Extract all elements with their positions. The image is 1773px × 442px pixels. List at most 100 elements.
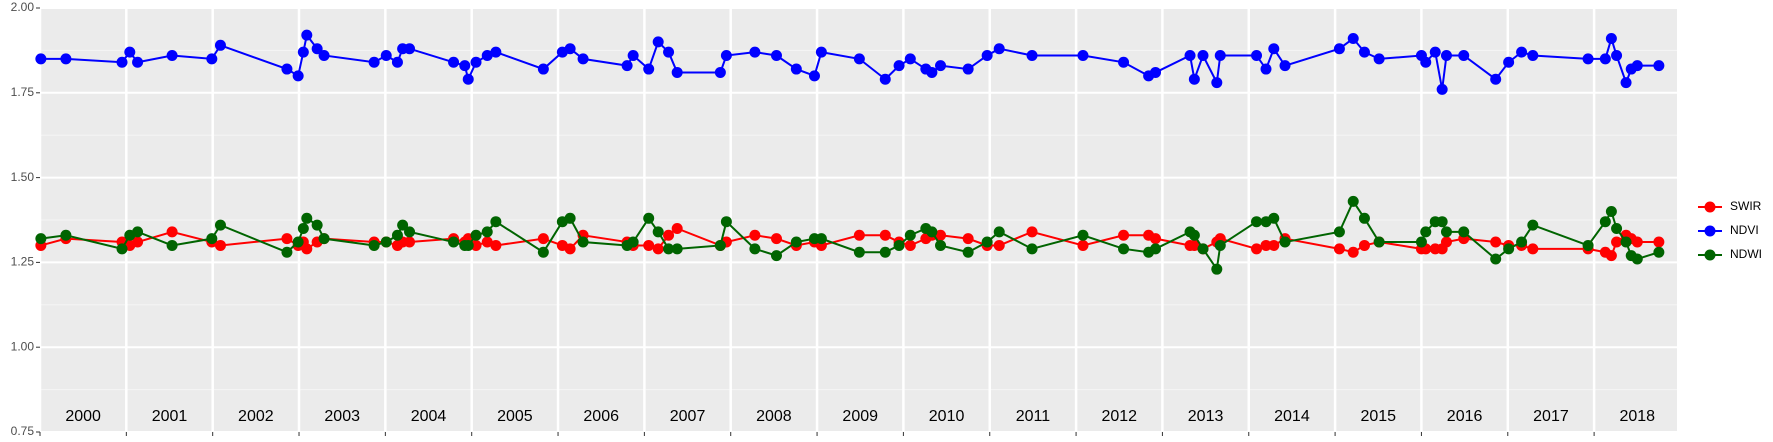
data-point (926, 66, 938, 78)
data-point (206, 233, 218, 245)
x-tick-label: 2018 (1619, 408, 1655, 425)
data-point (459, 60, 471, 72)
data-point (391, 56, 403, 68)
data-point (1214, 49, 1226, 61)
data-point (643, 239, 655, 251)
data-point (132, 56, 144, 68)
data-point (380, 49, 392, 61)
x-tick-label: 2004 (411, 408, 447, 425)
data-point (627, 49, 639, 61)
data-point (1611, 49, 1623, 61)
data-point (621, 60, 633, 72)
data-point (790, 63, 802, 75)
data-point (1582, 239, 1594, 251)
data-point (1440, 49, 1452, 61)
data-point (879, 229, 891, 241)
data-point (1503, 56, 1515, 68)
data-point (281, 246, 293, 258)
data-point (720, 49, 732, 61)
data-point (1077, 49, 1089, 61)
data-point (1527, 243, 1539, 255)
data-point (935, 239, 947, 251)
data-point (663, 46, 675, 58)
data-point (720, 216, 732, 228)
legend-label: SWIR (1730, 199, 1762, 213)
data-point (1268, 212, 1280, 224)
data-point (214, 39, 226, 51)
data-point (1333, 43, 1345, 55)
data-point (1605, 250, 1617, 262)
legend-marker (1704, 201, 1716, 213)
data-point (962, 233, 974, 245)
x-tick-label: 2006 (583, 408, 619, 425)
data-point (1188, 239, 1200, 251)
legend-marker (1704, 249, 1716, 261)
x-tick-label: 2002 (238, 408, 274, 425)
data-point (1150, 233, 1162, 245)
x-tick-label: 2003 (324, 408, 360, 425)
data-point (462, 239, 474, 251)
data-point (790, 236, 802, 248)
data-point (490, 216, 502, 228)
data-point (993, 239, 1005, 251)
data-point (1599, 53, 1611, 65)
data-point (311, 43, 323, 55)
data-point (1373, 236, 1385, 248)
y-tick-label: 1.50 (11, 170, 35, 184)
data-point (1150, 243, 1162, 255)
data-point (470, 229, 482, 241)
x-tick-label: 2010 (929, 408, 965, 425)
data-point (132, 236, 144, 248)
data-point (1077, 229, 1089, 241)
data-point (652, 243, 664, 255)
data-point (404, 43, 416, 55)
data-point (281, 233, 293, 245)
x-tick-label: 2007 (670, 408, 706, 425)
data-point (470, 239, 482, 251)
data-point (663, 229, 675, 241)
data-point (1631, 60, 1643, 72)
data-point (60, 229, 72, 241)
data-point (1347, 246, 1359, 258)
data-point (1333, 226, 1345, 238)
x-tick-label: 2017 (1533, 408, 1569, 425)
data-point (132, 226, 144, 238)
data-point (1611, 222, 1623, 234)
data-point (470, 56, 482, 68)
data-point (292, 236, 304, 248)
data-point (1420, 226, 1432, 238)
data-point (652, 36, 664, 48)
data-point (904, 53, 916, 65)
data-point (1279, 60, 1291, 72)
data-point (564, 243, 576, 255)
data-point (448, 236, 460, 248)
data-point (60, 53, 72, 65)
data-point (116, 56, 128, 68)
data-point (380, 236, 392, 248)
data-point (1026, 49, 1038, 61)
data-point (671, 243, 683, 255)
data-point (749, 229, 761, 241)
data-point (301, 29, 313, 41)
data-point (301, 243, 313, 255)
data-point (481, 226, 493, 238)
data-point (1118, 229, 1130, 241)
data-point (1631, 253, 1643, 265)
data-point (206, 53, 218, 65)
x-tick-label: 2008 (756, 408, 792, 425)
data-point (1440, 236, 1452, 248)
data-point (1503, 243, 1515, 255)
data-point (1077, 239, 1089, 251)
data-point (404, 236, 416, 248)
data-point (1490, 236, 1502, 248)
data-point (1251, 216, 1263, 228)
data-point (1188, 73, 1200, 85)
data-point (663, 243, 675, 255)
data-point (1211, 263, 1223, 275)
data-point (292, 70, 304, 82)
data-point (301, 212, 313, 224)
data-point (749, 243, 761, 255)
data-point (853, 246, 865, 258)
x-tick-label: 2005 (497, 408, 533, 425)
data-point (481, 49, 493, 61)
